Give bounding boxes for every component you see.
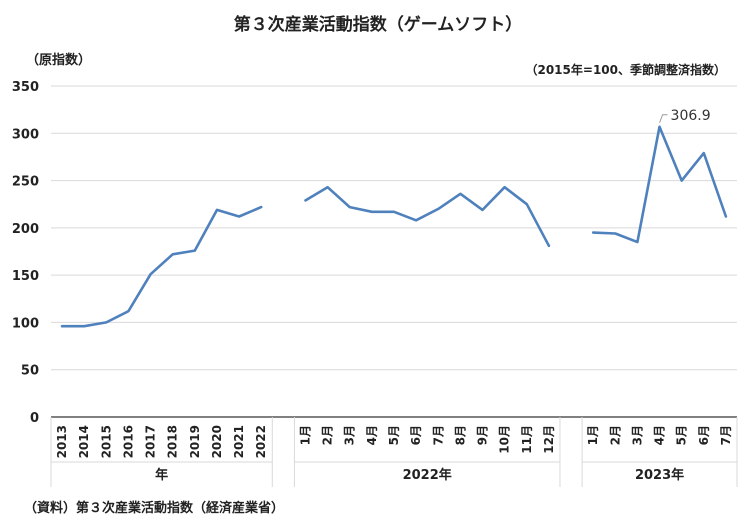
- y-axis-unit: （原指数）: [26, 53, 92, 68]
- x-tick-label: 2022: [254, 425, 268, 458]
- x-tick-label: 4月: [365, 425, 379, 445]
- y-tick-label: 250: [12, 175, 39, 190]
- series-line: [304, 185, 551, 248]
- x-tick-label: 1月: [586, 425, 600, 445]
- annotation-label: 306.9: [671, 108, 711, 124]
- y-tick-label: 0: [30, 411, 39, 426]
- x-tick-label: 11月: [520, 425, 534, 454]
- x-tick-label: 12月: [542, 425, 556, 454]
- x-tick-label: 3月: [343, 425, 357, 445]
- x-tick-label: 10月: [498, 425, 512, 454]
- x-tick-label: 2013: [55, 425, 69, 458]
- x-tick-label: 7月: [431, 425, 445, 445]
- y-tick-label: 150: [12, 269, 39, 284]
- annotation-leader: [659, 114, 668, 123]
- y-tick-label: 100: [12, 316, 39, 331]
- x-tick-label: 5月: [387, 425, 401, 445]
- x-tick-label: 6月: [697, 425, 711, 445]
- chart-title: 第３次産業活動指数（ゲームソフト）: [233, 15, 523, 35]
- index-note: （2015年=100、季節調整済指数）: [525, 63, 726, 77]
- y-tick-label: 200: [12, 222, 39, 237]
- group-label: 2022年: [403, 467, 452, 483]
- x-tick-label: 2020: [210, 425, 224, 458]
- x-tick-label: 4月: [653, 425, 667, 445]
- x-tick-label: 2018: [166, 425, 180, 458]
- x-tick-label: 5月: [675, 425, 689, 445]
- x-tick-label: 2021: [232, 425, 246, 458]
- x-tick-label: 2月: [321, 425, 335, 445]
- series-line: [591, 125, 728, 244]
- group-label: 2023年: [635, 467, 684, 483]
- x-tick-label: 2016: [121, 425, 135, 458]
- x-tick-label: 3月: [630, 425, 644, 445]
- x-tick-label: 2019: [188, 425, 202, 458]
- source-note: （資料）第３次産業活動指数（経済産業省）: [24, 501, 285, 516]
- x-tick-label: 2月: [608, 425, 622, 445]
- group-label: 年: [155, 467, 168, 483]
- x-tick-label: 2015: [99, 425, 113, 458]
- x-tick-label: 2014: [77, 425, 91, 458]
- y-tick-label: 350: [12, 80, 39, 95]
- x-tick-label: 1月: [298, 425, 312, 445]
- x-tick-label: 2017: [144, 425, 158, 458]
- y-tick-label: 300: [12, 127, 39, 142]
- x-tick-label: 7月: [719, 425, 733, 445]
- series-line: [60, 205, 263, 328]
- x-tick-label: 8月: [453, 425, 467, 445]
- x-tick-label: 9月: [476, 425, 490, 445]
- x-tick-label: 6月: [409, 425, 423, 445]
- y-tick-label: 50: [21, 364, 39, 379]
